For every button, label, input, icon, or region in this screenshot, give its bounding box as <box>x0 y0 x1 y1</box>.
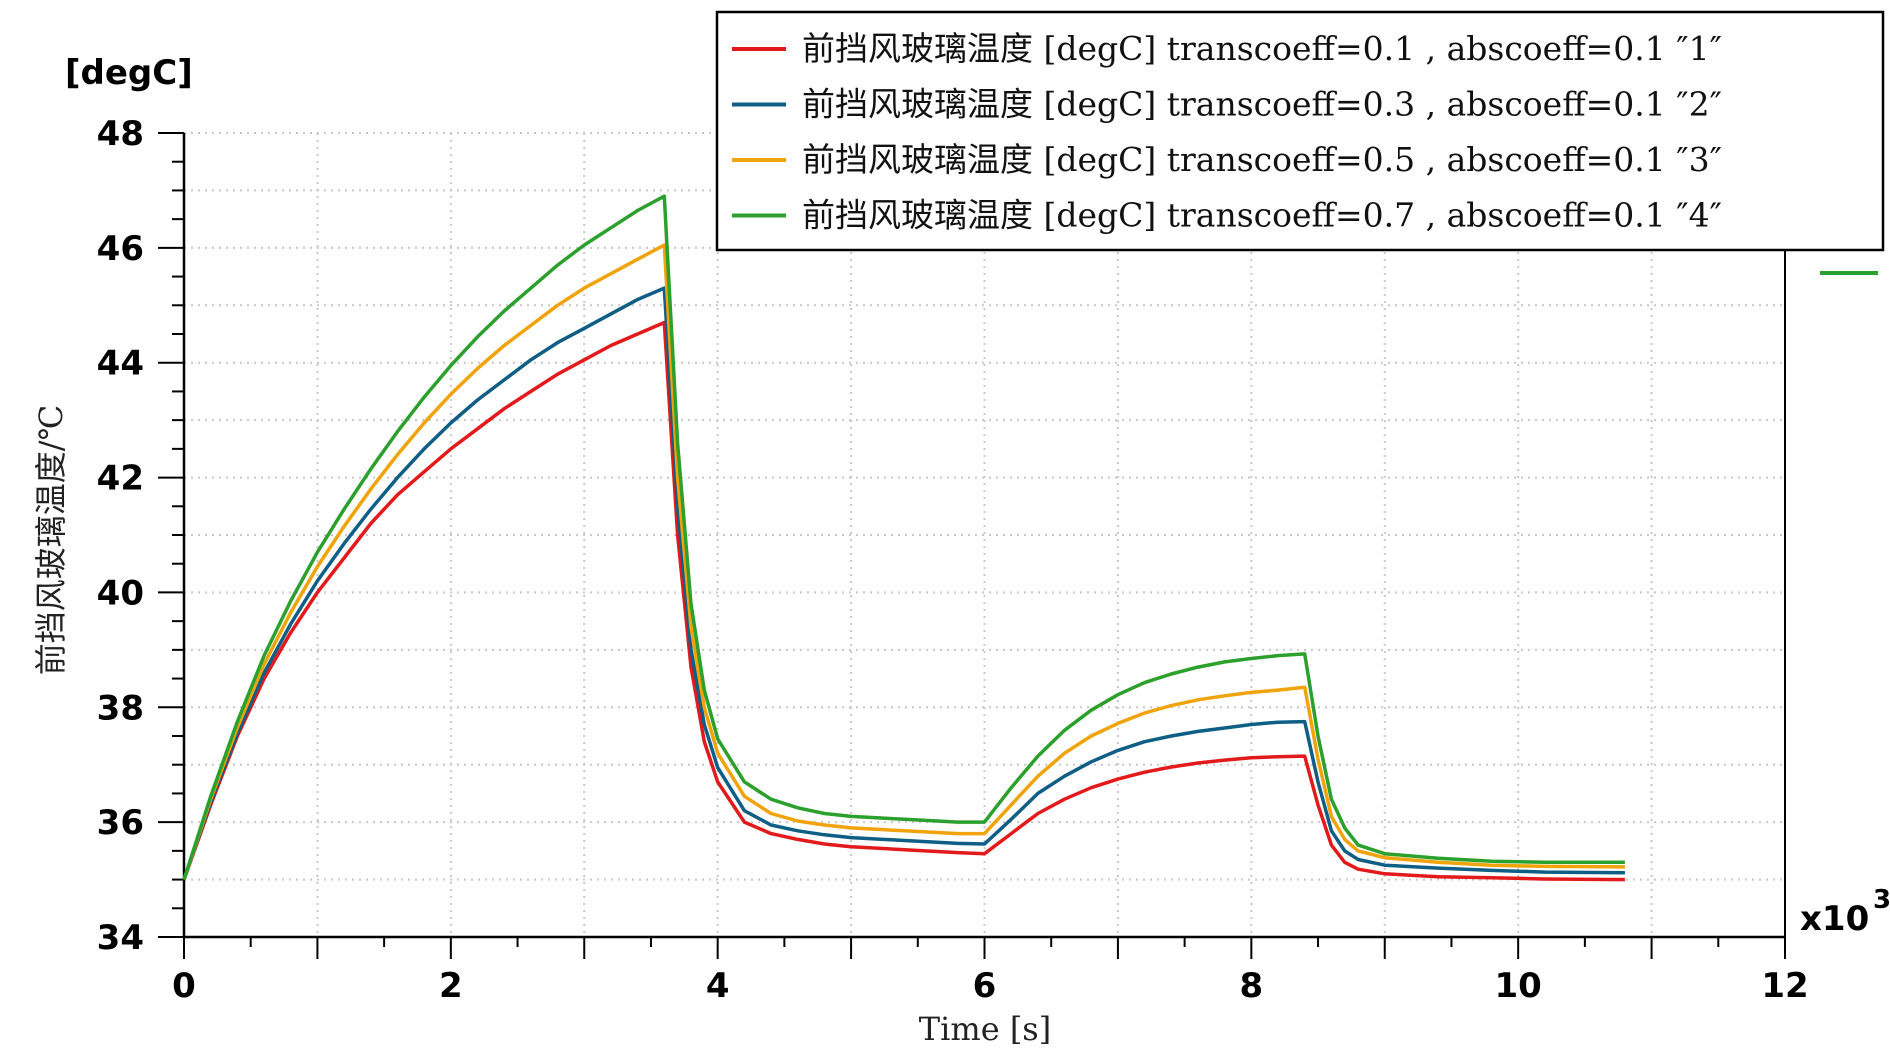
series-line-4 <box>182 194 1625 881</box>
x-tick-label: 12 <box>1761 966 1808 1006</box>
x-multiplier-exponent: 3 <box>1873 885 1890 915</box>
y-tick-label: 34 <box>97 918 144 958</box>
legend: 前挡风玻璃温度 [degC] transcoeff=0.1 , abscoeff… <box>715 10 1885 252</box>
x-tick-label: 10 <box>1495 966 1542 1006</box>
y-axis-title: 前挡风玻璃温度/℃ <box>32 405 70 676</box>
y-unit-label: [degC] <box>65 53 193 93</box>
y-tick-label: 38 <box>97 688 144 728</box>
x-tick-label: 8 <box>1239 966 1263 1006</box>
series-layer <box>182 194 1625 882</box>
y-tick-label: 46 <box>97 229 144 269</box>
series-line-2 <box>182 286 1625 881</box>
series-line-1 <box>182 320 1625 882</box>
series-line-3 <box>182 243 1625 881</box>
x-axis-title: Time [s] <box>919 1010 1051 1048</box>
y-tick-label: 40 <box>97 573 144 613</box>
legend-label-3: 前挡风玻璃温度 [degC] transcoeff=0.5 , abscoeff… <box>802 140 1722 179</box>
y-tick-label: 42 <box>97 459 144 499</box>
y-tick-label: 44 <box>97 344 144 384</box>
legend-label-1: 前挡风玻璃温度 [degC] transcoeff=0.1 , abscoeff… <box>802 29 1722 68</box>
legend-label-4: 前挡风玻璃温度 [degC] transcoeff=0.7 , abscoeff… <box>802 196 1722 235</box>
x-tick-label: 4 <box>706 966 730 1006</box>
x-multiplier-label: x10 <box>1800 899 1869 939</box>
x-tick-label: 0 <box>172 966 196 1006</box>
x-tick-label: 6 <box>973 966 997 1006</box>
y-tick-label: 36 <box>97 803 144 843</box>
legend-label-2: 前挡风玻璃温度 [degC] transcoeff=0.3 , abscoeff… <box>802 85 1722 124</box>
x-tick-label: 2 <box>439 966 463 1006</box>
y-tick-label: 48 <box>97 114 144 154</box>
grid <box>184 132 1786 937</box>
legend-box <box>715 10 1885 252</box>
